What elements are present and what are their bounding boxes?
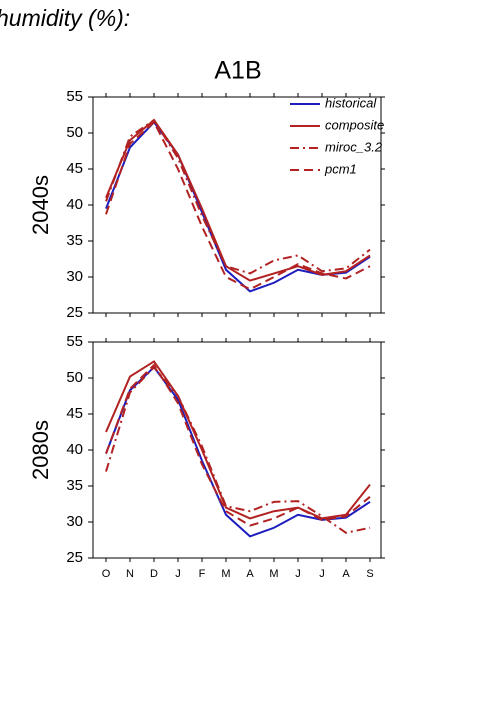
y-tick-label: 40 xyxy=(66,196,83,213)
series-line xyxy=(105,365,371,534)
series-line xyxy=(105,118,371,275)
x-tick-label: D xyxy=(150,568,158,580)
x-tick-label: J xyxy=(319,568,325,580)
x-tick-label: M xyxy=(221,568,230,580)
x-tick-label: M xyxy=(269,568,278,580)
x-tick-label: S xyxy=(366,568,373,580)
y-tick-label: 30 xyxy=(66,513,83,530)
y-tick-label: 30 xyxy=(66,268,83,285)
heading: humidity (%): xyxy=(0,5,130,31)
y-tick-label: 50 xyxy=(66,124,83,141)
x-tick-label: F xyxy=(199,568,206,580)
legend-label: pcm1 xyxy=(324,161,357,176)
series-line xyxy=(105,118,371,282)
y-tick-label: 25 xyxy=(66,304,83,321)
legend-label: miroc_3.2 xyxy=(325,139,383,154)
series-line xyxy=(105,360,371,520)
x-tick-label: O xyxy=(102,568,111,580)
y-tick-label: 45 xyxy=(66,160,83,177)
y-tick-label: 55 xyxy=(66,333,83,350)
y-tick-label: 35 xyxy=(66,232,83,249)
y-tick-label: 25 xyxy=(66,549,83,566)
y-axis-label: 2040s xyxy=(28,175,53,235)
chart-title: A1B xyxy=(214,57,261,85)
y-axis-label: 2080s xyxy=(28,420,53,480)
y-tick-label: 55 xyxy=(66,88,83,105)
legend-label: composite xyxy=(325,117,384,132)
legend-label: historical xyxy=(325,95,377,110)
x-tick-label: J xyxy=(295,568,301,580)
x-tick-label: A xyxy=(246,568,254,580)
y-tick-label: 45 xyxy=(66,405,83,422)
series-line xyxy=(105,120,371,291)
x-tick-label: N xyxy=(126,568,134,580)
x-tick-label: A xyxy=(342,568,350,580)
y-tick-label: 35 xyxy=(66,477,83,494)
y-tick-label: 40 xyxy=(66,441,83,458)
x-tick-label: J xyxy=(175,568,181,580)
series-line xyxy=(105,365,371,538)
series-line xyxy=(105,363,371,527)
y-tick-label: 50 xyxy=(66,369,83,386)
